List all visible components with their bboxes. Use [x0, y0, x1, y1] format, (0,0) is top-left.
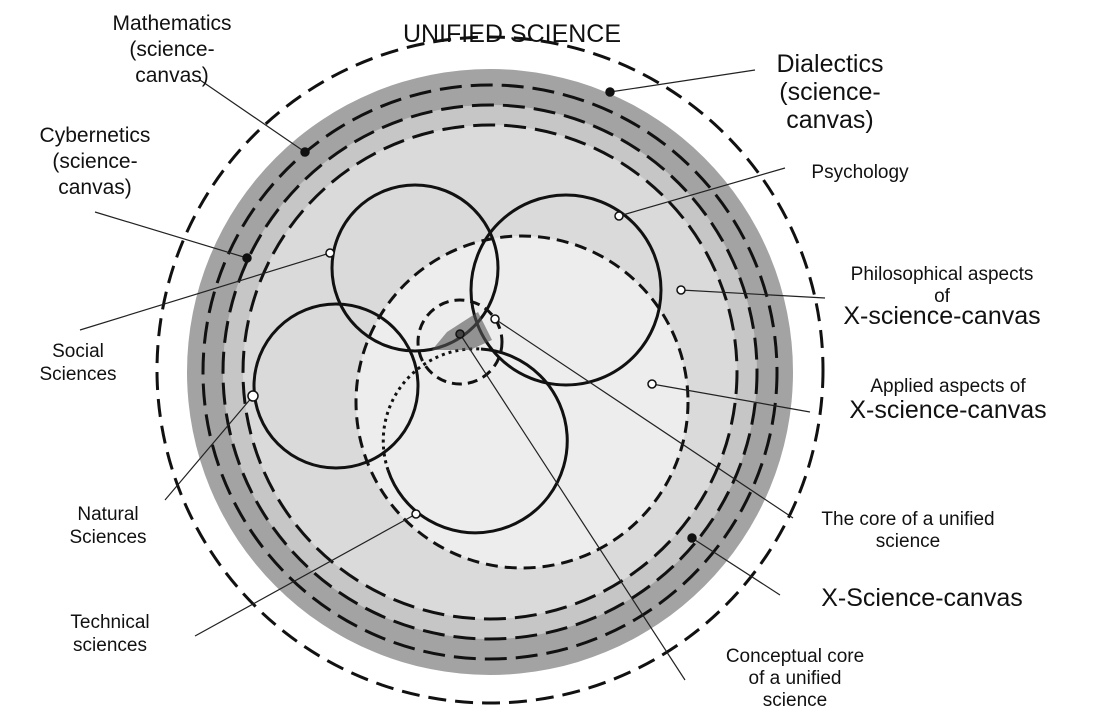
label: of	[934, 286, 951, 307]
label: sciences	[73, 635, 147, 656]
label: The core of a unified	[821, 509, 994, 530]
label: canvas)	[786, 106, 874, 134]
label: (science-	[52, 150, 137, 173]
dots	[242, 87, 697, 543]
label: Technical	[70, 612, 149, 633]
label: Social	[52, 341, 104, 362]
label: (science-	[129, 38, 214, 61]
label: Natural	[77, 504, 138, 525]
label: Dialectics	[777, 50, 884, 78]
label: canvas)	[135, 64, 209, 87]
label: (science-	[779, 78, 880, 106]
title: UNIFIED SCIENCE	[403, 20, 621, 48]
label: Applied aspects of	[870, 376, 1026, 397]
label: X-Science-canvas	[821, 584, 1022, 612]
label: science	[763, 690, 827, 711]
label: Philosophical aspects	[851, 264, 1034, 285]
label: of a unified	[749, 668, 842, 689]
label: Conceptual core	[726, 646, 864, 667]
leader-lines	[79, 69, 826, 681]
label: X-science-canvas	[849, 396, 1046, 424]
label: Sciences	[69, 527, 146, 548]
science-circles	[252, 183, 663, 535]
label: X-science-canvas	[843, 302, 1040, 330]
label: Cybernetics	[40, 124, 151, 147]
label: Sciences	[39, 364, 116, 385]
labels: Mathematics (science-canvas) Cybernetics (s…	[39, 12, 1046, 711]
label: Psychology	[811, 162, 909, 183]
label: science	[876, 531, 940, 552]
label: canvas)	[58, 176, 132, 199]
label: Mathematics	[112, 12, 231, 35]
